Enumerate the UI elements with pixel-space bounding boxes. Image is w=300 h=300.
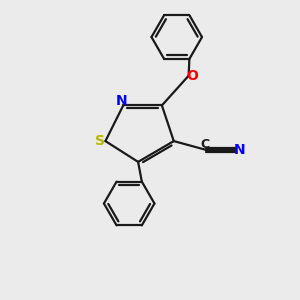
Text: S: S (95, 134, 105, 148)
Text: N: N (234, 143, 246, 157)
Text: O: O (186, 69, 198, 83)
Text: N: N (116, 94, 128, 108)
Text: C: C (200, 138, 209, 151)
